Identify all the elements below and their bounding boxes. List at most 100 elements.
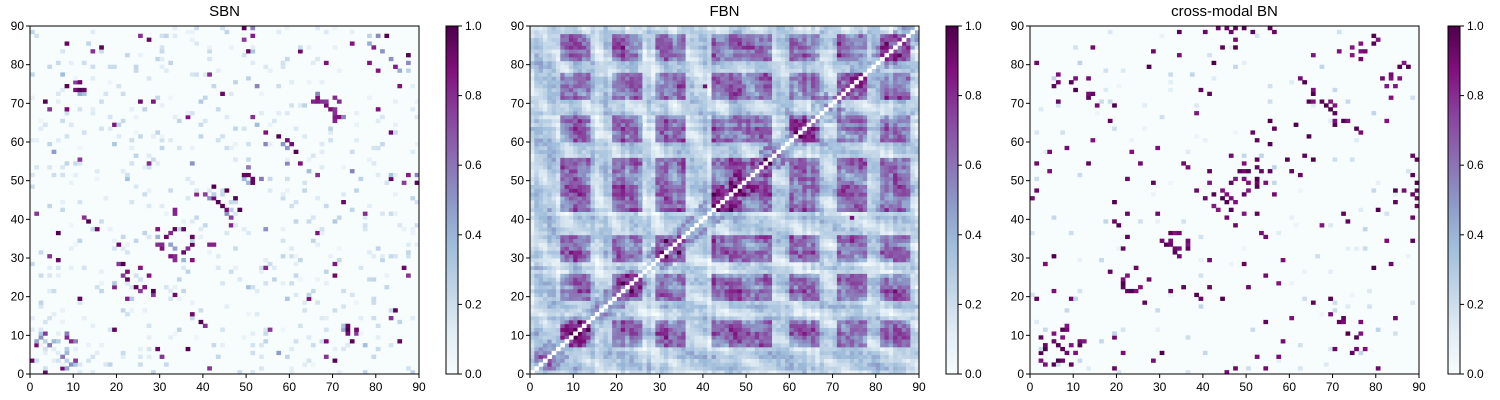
heatmap-cell xyxy=(823,312,829,317)
heatmap-cell xyxy=(629,308,635,313)
heatmap-cell xyxy=(345,327,351,332)
heatmap-cell xyxy=(538,343,544,348)
heatmap-cell xyxy=(94,227,100,232)
heatmap-cell xyxy=(560,316,565,321)
heatmap-cell xyxy=(651,323,656,328)
heatmap-cell xyxy=(672,234,678,240)
heatmap-cell xyxy=(393,192,398,197)
heatmap-cell xyxy=(646,288,652,294)
heatmap-cell xyxy=(694,350,699,356)
heatmap-cell xyxy=(849,327,855,332)
heatmap-cell xyxy=(133,130,139,135)
heatmap-cell xyxy=(112,122,117,127)
heatmap-cell xyxy=(55,138,61,143)
heatmap-cell xyxy=(642,246,648,251)
heatmap-cell xyxy=(551,238,557,243)
heatmap-cell xyxy=(564,281,570,286)
heatmap-cell xyxy=(577,269,583,274)
heatmap-cell xyxy=(81,60,87,66)
heatmap-cell xyxy=(707,200,712,205)
heatmap-cell xyxy=(841,296,846,301)
heatmap-cell xyxy=(875,238,881,243)
heatmap-cell xyxy=(551,323,557,328)
heatmap-cell xyxy=(99,288,104,294)
heatmap-cell xyxy=(906,358,911,363)
heatmap-cell xyxy=(163,362,169,367)
heatmap-cell xyxy=(542,335,548,340)
heatmap-cell xyxy=(633,242,639,247)
heatmap-cell xyxy=(607,203,613,209)
heatmap-cell xyxy=(910,335,916,340)
heatmap-cell xyxy=(797,258,803,263)
heatmap-cell xyxy=(694,300,699,305)
heatmap-cell xyxy=(785,335,790,340)
heatmap-cell xyxy=(172,211,178,216)
heatmap-cell xyxy=(884,277,890,282)
heatmap-cell xyxy=(698,308,704,313)
heatmap-cell xyxy=(785,362,790,367)
heatmap-cell xyxy=(815,343,820,348)
heatmap-cell xyxy=(689,316,695,321)
heatmap-cell xyxy=(120,246,126,251)
heatmap-cell xyxy=(897,200,903,205)
heatmap-cell xyxy=(759,343,764,348)
heatmap-cell xyxy=(581,370,587,375)
heatmap-cell xyxy=(815,230,820,236)
heatmap-cell xyxy=(741,308,747,313)
heatmap-cell xyxy=(138,53,143,58)
heatmap-cell xyxy=(867,281,872,286)
heatmap-cell xyxy=(568,312,574,317)
heatmap-cell xyxy=(797,370,803,375)
heatmap-cell xyxy=(638,292,643,298)
heatmap-cell xyxy=(724,288,730,294)
heatmap-cell xyxy=(276,134,282,139)
heatmap-cell xyxy=(849,300,855,305)
heatmap-cell xyxy=(689,327,695,332)
heatmap-cell xyxy=(767,277,773,282)
heatmap-cell xyxy=(741,211,747,216)
heatmap-cell xyxy=(810,211,816,216)
heatmap-cell xyxy=(633,250,639,255)
heatmap-cell xyxy=(789,358,795,363)
heatmap-cell xyxy=(888,292,894,298)
heatmap-cell xyxy=(854,339,859,344)
heatmap-cell xyxy=(867,354,872,359)
heatmap-cell xyxy=(577,296,583,301)
heatmap-cell xyxy=(555,319,561,325)
heatmap-cell xyxy=(733,234,738,240)
heatmap-cell xyxy=(620,192,626,197)
heatmap-cell xyxy=(741,265,747,270)
heatmap-cell xyxy=(530,343,535,348)
heatmap-cell xyxy=(581,288,587,294)
heatmap-cell xyxy=(772,258,777,263)
heatmap-cell xyxy=(625,327,630,332)
heatmap-cell xyxy=(659,188,665,193)
heatmap-cell xyxy=(564,207,570,212)
heatmap-cell xyxy=(594,211,600,216)
heatmap-cell xyxy=(845,258,851,263)
heatmap-cell xyxy=(867,339,872,344)
heatmap-cell xyxy=(651,192,656,197)
heatmap-cell xyxy=(633,296,639,301)
heatmap-cell xyxy=(564,261,570,267)
heatmap-cell xyxy=(914,288,920,294)
heatmap-cell xyxy=(802,261,808,267)
heatmap-cell xyxy=(530,215,535,220)
heatmap-cell xyxy=(38,331,44,336)
heatmap-cell xyxy=(789,207,795,212)
heatmap-cell xyxy=(185,269,191,274)
heatmap-cell xyxy=(555,331,561,336)
heatmap-cell xyxy=(702,292,708,298)
heatmap-cell xyxy=(880,273,885,278)
heatmap-cell xyxy=(836,343,842,348)
heatmap-cell xyxy=(612,223,617,228)
heatmap-cell xyxy=(772,273,777,278)
heatmap-cell xyxy=(241,335,247,340)
heatmap-cell xyxy=(625,250,630,255)
heatmap-cell xyxy=(237,277,243,282)
heatmap-cell xyxy=(806,296,812,301)
heatmap-cell xyxy=(616,370,622,375)
heatmap-cell xyxy=(616,227,622,232)
heatmap-cell xyxy=(746,211,751,216)
